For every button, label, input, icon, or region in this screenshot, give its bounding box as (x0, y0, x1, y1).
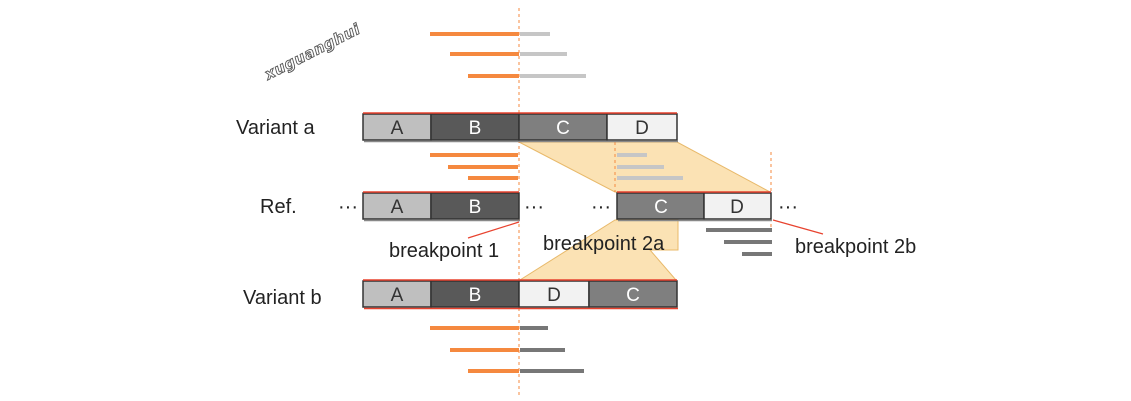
variant-a-track: A B C D (362, 112, 678, 143)
segment-D (518, 280, 590, 308)
read-orange (430, 32, 519, 36)
ref-track-right: C D (616, 191, 772, 222)
breakpoint-2b-pointer (772, 219, 824, 235)
read-orange (430, 326, 519, 330)
breakpoint-2b-label: breakpoint 2b (795, 236, 916, 258)
segment-C (616, 192, 705, 220)
breakpoint-2a-label: breakpoint 2a (543, 233, 665, 255)
top-reads (430, 32, 586, 78)
segment-D (703, 192, 772, 220)
read-orange (468, 176, 518, 180)
read-dark-gray (724, 240, 772, 244)
ellipsis-mid-left: ··· (524, 196, 544, 218)
read-gray (617, 165, 664, 169)
read-dark-gray (520, 326, 548, 330)
read-orange (450, 348, 519, 352)
read-orange (448, 165, 518, 169)
segment-label-B: B (469, 285, 482, 306)
breakpoint-1-pointer (467, 221, 520, 239)
row-label-variant-b: Variant b (243, 287, 322, 309)
segment-A (362, 113, 432, 141)
ellipsis-left: ··· (338, 196, 358, 218)
segment-label-A: A (391, 197, 404, 218)
read-orange (468, 74, 519, 78)
segment-label-C: C (654, 197, 668, 218)
segment-label-B: B (469, 197, 482, 218)
segment-label-B: B (469, 118, 482, 139)
ref-track-left: A B (362, 191, 520, 222)
ellipsis-mid-right: ··· (591, 196, 611, 218)
segment-B (430, 280, 520, 308)
read-dark-gray (706, 228, 772, 232)
read-dark-gray (520, 348, 565, 352)
segment-A (362, 192, 432, 220)
segment-label-C: C (626, 285, 640, 306)
segment-label-D: D (635, 118, 649, 139)
segment-label-A: A (391, 118, 404, 139)
read-gray (520, 52, 567, 56)
read-gray (520, 74, 586, 78)
read-gray (617, 176, 683, 180)
reads-variant-a (430, 153, 683, 180)
row-label-ref: Ref. (260, 196, 297, 218)
ellipsis-right: ··· (778, 196, 798, 218)
variant-b-track: A B D C (362, 279, 678, 310)
segment-label-A: A (391, 285, 404, 306)
segment-label-D: D (547, 285, 561, 306)
read-orange (450, 52, 519, 56)
breakpoint-1-label: breakpoint 1 (389, 240, 499, 262)
segment-label-C: C (556, 118, 570, 139)
segment-C (588, 280, 678, 308)
read-dark-gray (520, 369, 584, 373)
bottom-reads (430, 326, 584, 373)
segment-D (606, 113, 678, 141)
watermark-text: xuguanghui (261, 20, 364, 84)
segment-label-D: D (730, 197, 744, 218)
read-gray (617, 153, 647, 157)
read-gray (520, 32, 550, 36)
read-dark-gray (742, 252, 772, 256)
segment-B (430, 192, 520, 220)
reads-ref-right (706, 228, 772, 256)
read-orange (468, 369, 519, 373)
row-label-variant-a: Variant a (236, 117, 315, 139)
read-orange (430, 153, 518, 157)
